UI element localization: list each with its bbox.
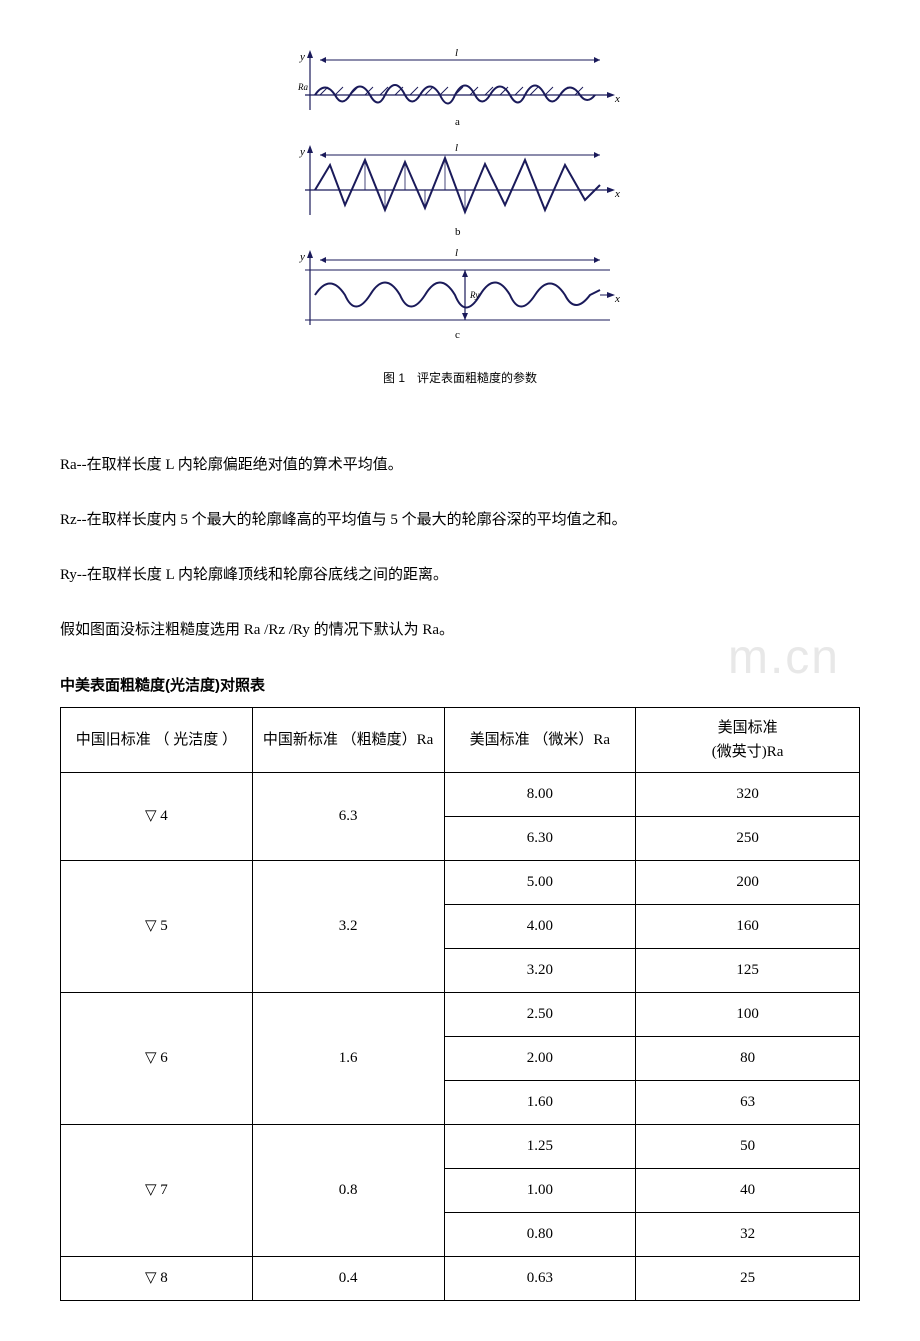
header-us-um: 美国标准 （微米）Ra: [444, 708, 636, 773]
cell-us-um: 0.63: [444, 1257, 636, 1301]
cell-us-uin: 100: [636, 993, 860, 1037]
table-row: ▽ 70.81.2550: [61, 1125, 860, 1169]
table-row: ▽ 53.25.00200: [61, 861, 860, 905]
cell-cn-new: 3.2: [252, 861, 444, 993]
svg-text:x: x: [614, 188, 620, 200]
cell-cn-new: 0.8: [252, 1125, 444, 1257]
svg-text:Ry: Ry: [469, 290, 479, 300]
cell-us-uin: 80: [636, 1037, 860, 1081]
table-body: ▽ 46.38.003206.30250▽ 53.25.002004.00160…: [61, 773, 860, 1301]
definition-note: 假如图面没标注粗糙度选用 Ra /Rz /Ry 的情况下默认为 Ra。: [60, 617, 860, 644]
table-row: ▽ 61.62.50100: [61, 993, 860, 1037]
svg-text:x: x: [614, 293, 620, 305]
cell-cn-old: ▽ 4: [61, 773, 253, 861]
definition-ry: Ry--在取样长度 L 内轮廓峰顶线和轮廓谷底线之间的距离。: [60, 562, 860, 589]
cell-us-uin: 125: [636, 949, 860, 993]
svg-text:y: y: [299, 251, 305, 263]
table-header-row: 中国旧标准 （ 光洁度 ） 中国新标准 （粗糙度）Ra 美国标准 （微米）Ra …: [61, 708, 860, 773]
cell-us-um: 8.00: [444, 773, 636, 817]
cell-cn-old: ▽ 6: [61, 993, 253, 1125]
svg-text:l: l: [455, 247, 458, 259]
figure-container: y l x: [60, 40, 860, 392]
cell-us-uin: 32: [636, 1213, 860, 1257]
figure-caption: 图 1 评定表面粗糙度的参数: [290, 368, 630, 390]
cell-us-um: 4.00: [444, 905, 636, 949]
cell-us-um: 5.00: [444, 861, 636, 905]
table-row: ▽ 46.38.00320: [61, 773, 860, 817]
header-us-uin: 美国标准 (微英寸)Ra: [636, 708, 860, 773]
cell-us-uin: 160: [636, 905, 860, 949]
header-cn-new: 中国新标准 （粗糙度）Ra: [252, 708, 444, 773]
svg-text:l: l: [455, 47, 458, 59]
definition-ra: Ra--在取样长度 L 内轮廓偏距绝对值的算术平均值。: [60, 452, 860, 479]
cell-us-um: 1.60: [444, 1081, 636, 1125]
definition-rz: Rz--在取样长度内 5 个最大的轮廓峰高的平均值与 5 个最大的轮廓谷深的平均…: [60, 507, 860, 534]
svg-text:y: y: [299, 51, 305, 63]
table-title: 中美表面粗糙度(光洁度)对照表: [60, 672, 860, 699]
cell-us-uin: 63: [636, 1081, 860, 1125]
cell-us-um: 0.80: [444, 1213, 636, 1257]
cell-cn-old: ▽ 5: [61, 861, 253, 993]
header-us-uin-line1: 美国标准: [718, 720, 778, 736]
cell-us-uin: 40: [636, 1169, 860, 1213]
svg-text:a: a: [455, 116, 460, 128]
svg-text:b: b: [455, 226, 461, 238]
cell-us-um: 2.00: [444, 1037, 636, 1081]
roughness-comparison-table: 中国旧标准 （ 光洁度 ） 中国新标准 （粗糙度）Ra 美国标准 （微米）Ra …: [60, 707, 860, 1301]
cell-us-um: 2.50: [444, 993, 636, 1037]
cell-cn-old: ▽ 7: [61, 1125, 253, 1257]
svg-text:c: c: [455, 329, 460, 341]
table-row: ▽ 80.40.6325: [61, 1257, 860, 1301]
cell-cn-new: 0.4: [252, 1257, 444, 1301]
header-us-uin-line2: (微英寸)Ra: [712, 744, 784, 760]
cell-us-uin: 250: [636, 817, 860, 861]
cell-us-um: 1.00: [444, 1169, 636, 1213]
cell-us-um: 6.30: [444, 817, 636, 861]
svg-text:y: y: [299, 146, 305, 158]
svg-text:l: l: [455, 142, 458, 154]
cell-cn-new: 1.6: [252, 993, 444, 1125]
diagram-c: y l x Ry c: [299, 247, 620, 341]
cell-us-uin: 50: [636, 1125, 860, 1169]
cell-cn-new: 6.3: [252, 773, 444, 861]
svg-text:Ra: Ra: [297, 82, 308, 92]
cell-cn-old: ▽ 8: [61, 1257, 253, 1301]
cell-us-uin: 320: [636, 773, 860, 817]
svg-text:x: x: [614, 93, 620, 105]
cell-us-uin: 25: [636, 1257, 860, 1301]
diagram-a: y l x: [297, 47, 620, 128]
cell-us-um: 3.20: [444, 949, 636, 993]
diagram-b: y l x b: [299, 142, 620, 238]
cell-us-um: 1.25: [444, 1125, 636, 1169]
cell-us-uin: 200: [636, 861, 860, 905]
roughness-diagram: y l x: [290, 40, 630, 390]
header-cn-old: 中国旧标准 （ 光洁度 ）: [61, 708, 253, 773]
